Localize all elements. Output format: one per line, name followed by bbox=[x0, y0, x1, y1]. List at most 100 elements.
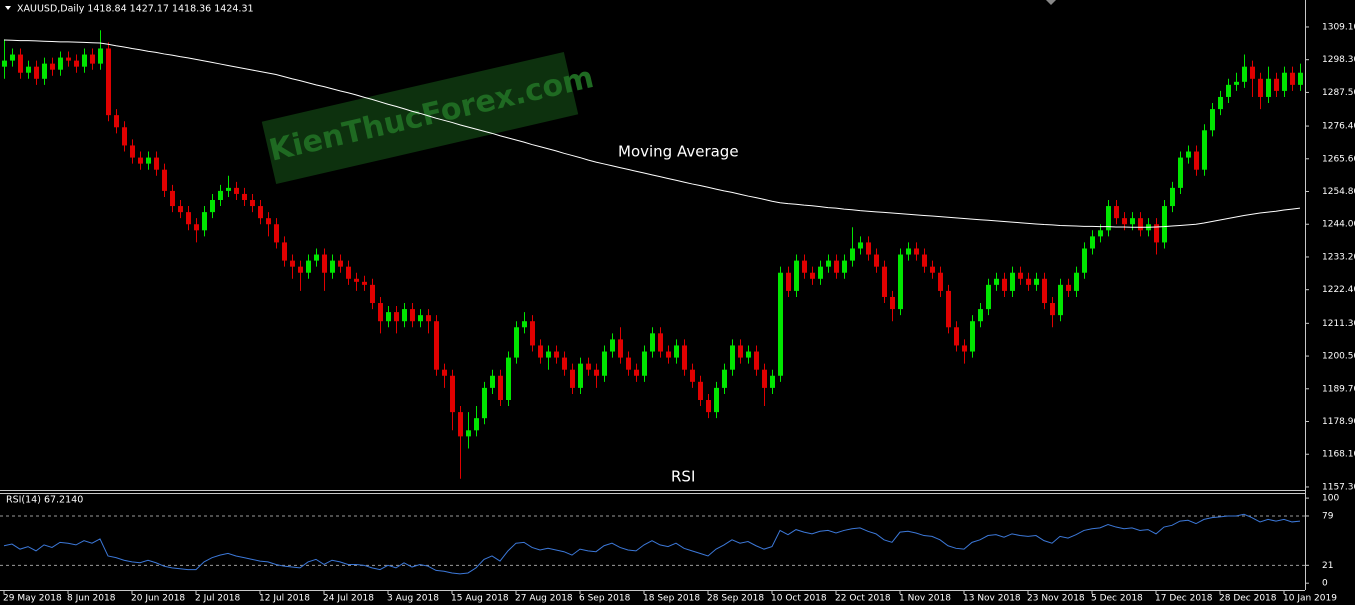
candle-body bbox=[450, 375, 455, 413]
candle-body bbox=[906, 248, 911, 255]
candle-body bbox=[522, 321, 527, 328]
candle-body bbox=[594, 369, 599, 376]
candle-body bbox=[946, 290, 951, 328]
y-tick-label: 1222.40 bbox=[1322, 285, 1355, 295]
candle-body bbox=[1114, 206, 1119, 219]
x-tick-label: 29 May 2018 bbox=[3, 594, 62, 604]
shift-marker[interactable] bbox=[1046, 0, 1056, 5]
candle-body bbox=[42, 63, 47, 79]
candle-body bbox=[1266, 78, 1271, 97]
candle-body bbox=[1042, 278, 1047, 304]
candle-body bbox=[2, 60, 7, 67]
candle-body bbox=[730, 345, 735, 370]
menu-arrow[interactable] bbox=[5, 6, 11, 10]
candle-body bbox=[1066, 284, 1071, 291]
candle-body bbox=[650, 333, 655, 352]
candle-body bbox=[850, 248, 855, 261]
y-tick-label: 1244.00 bbox=[1322, 220, 1355, 230]
x-tick-label: 28 Dec 2018 bbox=[1219, 594, 1277, 604]
candle-body bbox=[922, 254, 927, 267]
candle-body bbox=[74, 60, 79, 67]
candle-body bbox=[1026, 278, 1031, 285]
x-tick-label: 5 Dec 2018 bbox=[1091, 594, 1143, 604]
x-tick-label: 15 Aug 2018 bbox=[451, 594, 509, 604]
candle-body bbox=[434, 321, 439, 370]
candle-body bbox=[218, 190, 223, 200]
candle-body bbox=[1178, 157, 1183, 188]
candle-body bbox=[130, 145, 135, 158]
x-tick-label: 1 Nov 2018 bbox=[899, 594, 951, 604]
candle-body bbox=[570, 369, 575, 388]
candle-body bbox=[474, 418, 479, 431]
candle-body bbox=[498, 375, 503, 400]
watermark-box bbox=[261, 51, 579, 185]
candle-body bbox=[602, 351, 607, 376]
candle-body bbox=[266, 218, 271, 225]
candle-body bbox=[634, 369, 639, 376]
candle-body bbox=[1234, 81, 1239, 85]
y-tick-label: 1254.80 bbox=[1322, 187, 1355, 197]
x-tick-label: 3 Aug 2018 bbox=[387, 594, 439, 604]
candle-body bbox=[330, 260, 335, 273]
candle-body bbox=[1050, 303, 1055, 316]
candle-body bbox=[1250, 66, 1255, 79]
candle-body bbox=[778, 272, 783, 376]
candle-body bbox=[818, 266, 823, 279]
candle-body bbox=[202, 212, 207, 231]
candle-body bbox=[1122, 218, 1127, 225]
candle-body bbox=[770, 375, 775, 388]
candle-body bbox=[786, 272, 791, 291]
candle-body bbox=[994, 278, 999, 285]
candle-body bbox=[538, 345, 543, 358]
candle-body bbox=[826, 260, 831, 267]
candle-body bbox=[242, 193, 247, 200]
x-tick-label: 18 Sep 2018 bbox=[643, 594, 700, 604]
candle-body bbox=[1138, 218, 1143, 231]
candle-body bbox=[618, 339, 623, 358]
candle-body bbox=[658, 333, 663, 352]
candle-body bbox=[10, 54, 15, 61]
candle-body bbox=[210, 200, 215, 213]
candle-body bbox=[410, 309, 415, 322]
x-tick-label: 8 Jun 2018 bbox=[67, 594, 116, 604]
candle-body bbox=[1242, 66, 1247, 82]
candle-body bbox=[258, 206, 263, 219]
y-tick-label: 1178.90 bbox=[1322, 417, 1355, 427]
candle-body bbox=[986, 284, 991, 310]
annotation: Moving Average bbox=[618, 143, 739, 161]
candle-body bbox=[1018, 272, 1023, 279]
candle-body bbox=[1282, 72, 1287, 91]
candle-body bbox=[442, 369, 447, 376]
candle-body bbox=[970, 321, 975, 352]
candle-body bbox=[690, 369, 695, 382]
candle-body bbox=[1154, 224, 1159, 243]
y-tick-label: 1211.30 bbox=[1322, 319, 1355, 329]
candle-body bbox=[506, 357, 511, 400]
candle-body bbox=[1034, 278, 1039, 285]
candle-body bbox=[554, 351, 559, 358]
candle-body bbox=[530, 321, 535, 346]
candle-body bbox=[1298, 72, 1303, 85]
candle-body bbox=[674, 345, 679, 358]
candle-body bbox=[610, 339, 615, 352]
candle-body bbox=[706, 400, 711, 413]
candle-body bbox=[90, 54, 95, 64]
candle-body bbox=[346, 266, 351, 279]
candle-body bbox=[626, 357, 631, 370]
candle-body bbox=[1258, 78, 1263, 97]
candle-body bbox=[466, 430, 471, 437]
candle-body bbox=[794, 260, 799, 291]
candle-body bbox=[154, 157, 159, 170]
candle-body bbox=[58, 57, 63, 70]
candle-body bbox=[1058, 284, 1063, 316]
candle-body bbox=[938, 272, 943, 291]
x-tick-label: 10 Oct 2018 bbox=[771, 594, 827, 604]
candle-body bbox=[898, 254, 903, 310]
y-tick-label: 1157.30 bbox=[1322, 482, 1355, 492]
x-tick-label: 6 Sep 2018 bbox=[579, 594, 631, 604]
x-tick-label: 24 Jul 2018 bbox=[323, 594, 374, 604]
annotation: RSI bbox=[671, 468, 695, 486]
candle-body bbox=[1290, 72, 1295, 85]
candle-body bbox=[546, 351, 551, 358]
